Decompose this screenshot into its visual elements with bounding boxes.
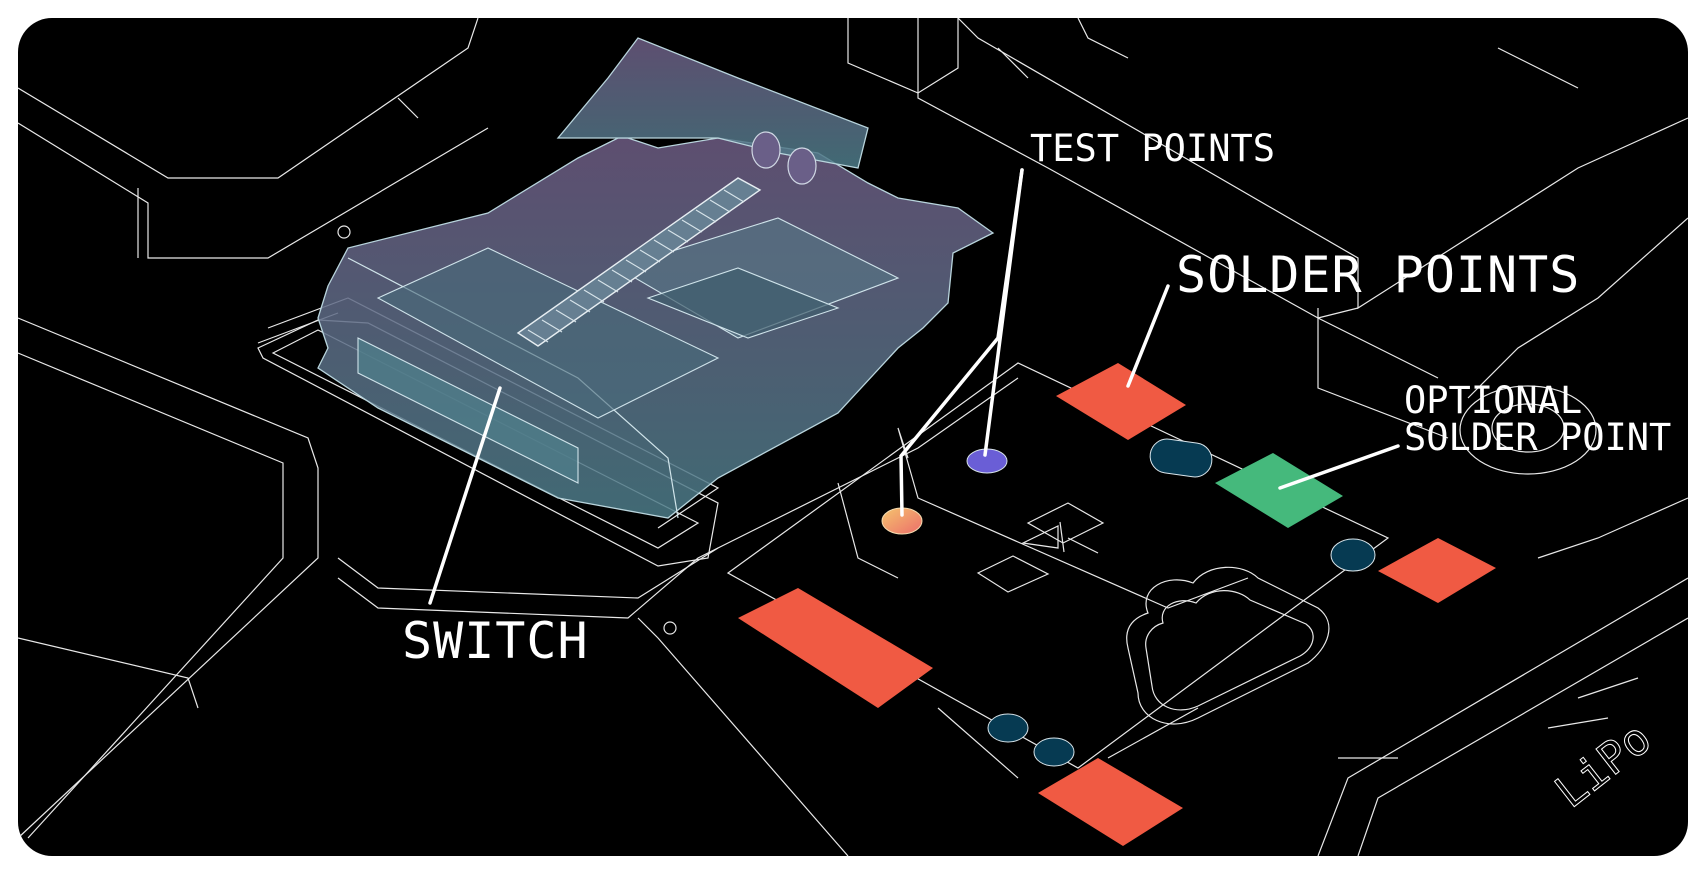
via — [1331, 539, 1375, 571]
pcb-footprint-frame — [728, 363, 1388, 778]
leader-solder-points — [1128, 286, 1168, 386]
optional-solder-pad — [1215, 453, 1343, 528]
via — [988, 714, 1028, 742]
optional-solder-point-label: OPTIONAL SOLDER POINT — [1404, 382, 1671, 456]
solder-pad-2 — [1378, 538, 1496, 603]
hotswap-socket-outline — [978, 503, 1329, 724]
solder-pad-4 — [1038, 758, 1183, 846]
test-points-label: TEST POINTS — [1030, 130, 1275, 167]
solder-points-label: SOLDER POINTS — [1176, 250, 1580, 300]
solder-pad-3 — [738, 588, 933, 708]
via — [1034, 738, 1074, 766]
solder-pads — [738, 363, 1496, 846]
switch-component — [318, 38, 993, 518]
leader-optional-solder — [1280, 446, 1398, 488]
solder-pad-1 — [1056, 363, 1186, 440]
switch-label: SWITCH — [402, 616, 589, 666]
diagram-canvas: SWITCH TEST POINTS SOLDER POINTS OPTIONA… — [18, 18, 1688, 856]
via-slot — [1148, 437, 1214, 479]
